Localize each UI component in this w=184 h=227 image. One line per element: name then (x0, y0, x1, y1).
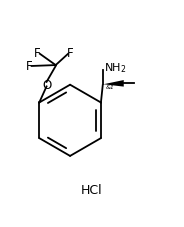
Polygon shape (103, 81, 124, 87)
Text: HCl: HCl (81, 183, 103, 196)
Text: NH$_2$: NH$_2$ (104, 61, 126, 74)
Text: F: F (67, 47, 74, 59)
Text: F: F (26, 60, 33, 73)
Text: &1: &1 (106, 85, 115, 90)
Text: O: O (42, 78, 51, 91)
Text: F: F (34, 47, 41, 59)
